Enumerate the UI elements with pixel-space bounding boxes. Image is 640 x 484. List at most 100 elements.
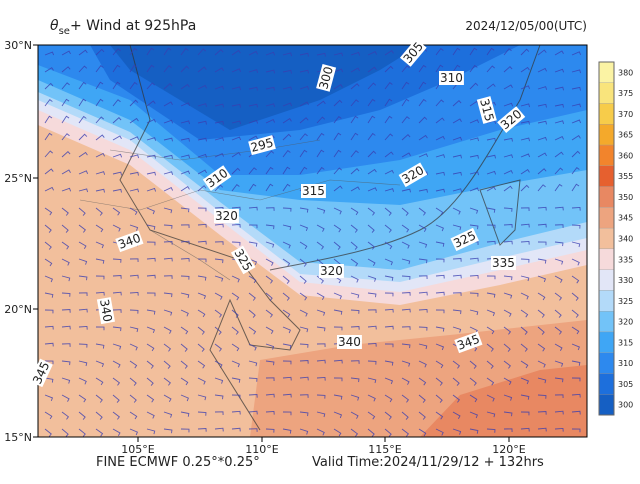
wind-barb: [248, 206, 258, 211]
wind-barb: [265, 393, 275, 398]
wind-barb: [95, 64, 104, 73]
wind-barb: [469, 377, 477, 386]
wind-barb: [571, 166, 580, 175]
wind-barb: [231, 292, 240, 301]
wind-barb: [537, 309, 545, 318]
wind-barb: [282, 224, 292, 231]
wind-barb: [537, 427, 547, 432]
wind-barb: [571, 51, 582, 56]
wind-barb: [435, 188, 445, 193]
wind-barb: [163, 83, 173, 90]
wind-barb: [316, 52, 326, 57]
wind-barb: [44, 241, 52, 250]
colorbar-label: 365: [618, 131, 633, 140]
wind-barb: [554, 183, 563, 192]
wind-barb: [435, 207, 444, 216]
wind-barb: [435, 291, 445, 296]
wind-barb: [197, 223, 207, 228]
wind-barb: [299, 394, 309, 398]
wind-barb: [129, 291, 139, 296]
wind-barb: [367, 360, 377, 365]
wind-barb: [316, 326, 326, 332]
wind-barb: [486, 207, 496, 213]
wind-barb: [95, 428, 104, 437]
wind-barb: [503, 207, 513, 212]
wind-barb: [248, 241, 258, 247]
wind-barb: [197, 377, 206, 385]
wind-barb: [44, 377, 54, 383]
wind-barb: [367, 207, 376, 216]
wind-barb: [163, 171, 174, 175]
wind-barb: [78, 81, 87, 90]
wind-barb: [112, 48, 121, 56]
wind-barb: [469, 82, 479, 90]
wind-barb: [333, 52, 343, 57]
wind-barb: [384, 241, 393, 250]
wind-barb: [435, 258, 445, 263]
colorbar-label: 345: [618, 214, 633, 223]
wind-barb: [197, 240, 207, 245]
wind-barb: [367, 51, 378, 56]
wind-barb: [367, 66, 377, 73]
wind-barb: [503, 224, 513, 228]
wind-barb: [418, 188, 428, 193]
wind-barb: [554, 167, 564, 175]
wind-barb: [44, 82, 54, 90]
wind-barb: [554, 377, 564, 383]
wind-barb: [520, 48, 530, 56]
wind-barb: [180, 394, 189, 402]
wind-barb: [163, 224, 173, 229]
wind-barb: [44, 394, 54, 402]
wind-barb: [95, 224, 104, 233]
wind-barb: [520, 153, 531, 158]
wind-barb: [146, 428, 156, 435]
wind-barb: [554, 275, 563, 283]
wind-barb: [316, 224, 325, 232]
wind-barb: [401, 326, 411, 330]
wind-barb: [299, 101, 309, 107]
wind-barb: [282, 69, 292, 74]
wind-barb: [248, 309, 256, 318]
wind-barb: [214, 411, 224, 416]
wind-barb: [384, 224, 392, 233]
wind-barb: [316, 100, 326, 107]
wind-barb: [78, 188, 88, 193]
wind-barb: [333, 115, 342, 124]
wind-barb: [503, 309, 512, 317]
wind-barb: [282, 166, 291, 175]
wind-barb: [282, 309, 291, 318]
wind-barb: [571, 183, 580, 192]
wind-barb: [486, 377, 495, 386]
wind-barb: [367, 168, 377, 175]
coastline: [119, 45, 541, 431]
wind-barb: [333, 132, 342, 141]
wind-barb: [78, 411, 86, 420]
wind-barb: [469, 360, 477, 369]
wind-barb: [248, 428, 258, 432]
wind-barb: [129, 207, 138, 215]
contour-label-box: [115, 230, 144, 253]
wind-barb: [282, 207, 292, 212]
wind-barb: [571, 343, 580, 351]
wind-barb: [129, 81, 138, 90]
colorbar: 380 375 370 365 360 355 350 345 340 335 330 325 320 3…: [598, 61, 633, 416]
wind-barb: [435, 135, 445, 141]
wind-barb: [180, 65, 190, 73]
wind-barb: [112, 258, 122, 263]
wind-barb: [401, 98, 410, 107]
wind-barb: [299, 343, 309, 348]
wind-barb: [452, 292, 462, 296]
wind-barb: [265, 309, 273, 318]
wind-barb: [282, 183, 291, 192]
wind-barb: [129, 188, 139, 193]
wind-barb: [78, 224, 86, 233]
wind-barb: [571, 309, 579, 318]
wind-barb: [282, 102, 293, 107]
wind-barb: [401, 411, 409, 420]
colorbar-swatch: [598, 331, 615, 353]
wind-barb: [214, 67, 224, 73]
wind-barb: [214, 326, 222, 335]
wind-barb: [350, 115, 359, 124]
wind-barb: [61, 50, 71, 56]
wind-barb: [78, 151, 88, 158]
